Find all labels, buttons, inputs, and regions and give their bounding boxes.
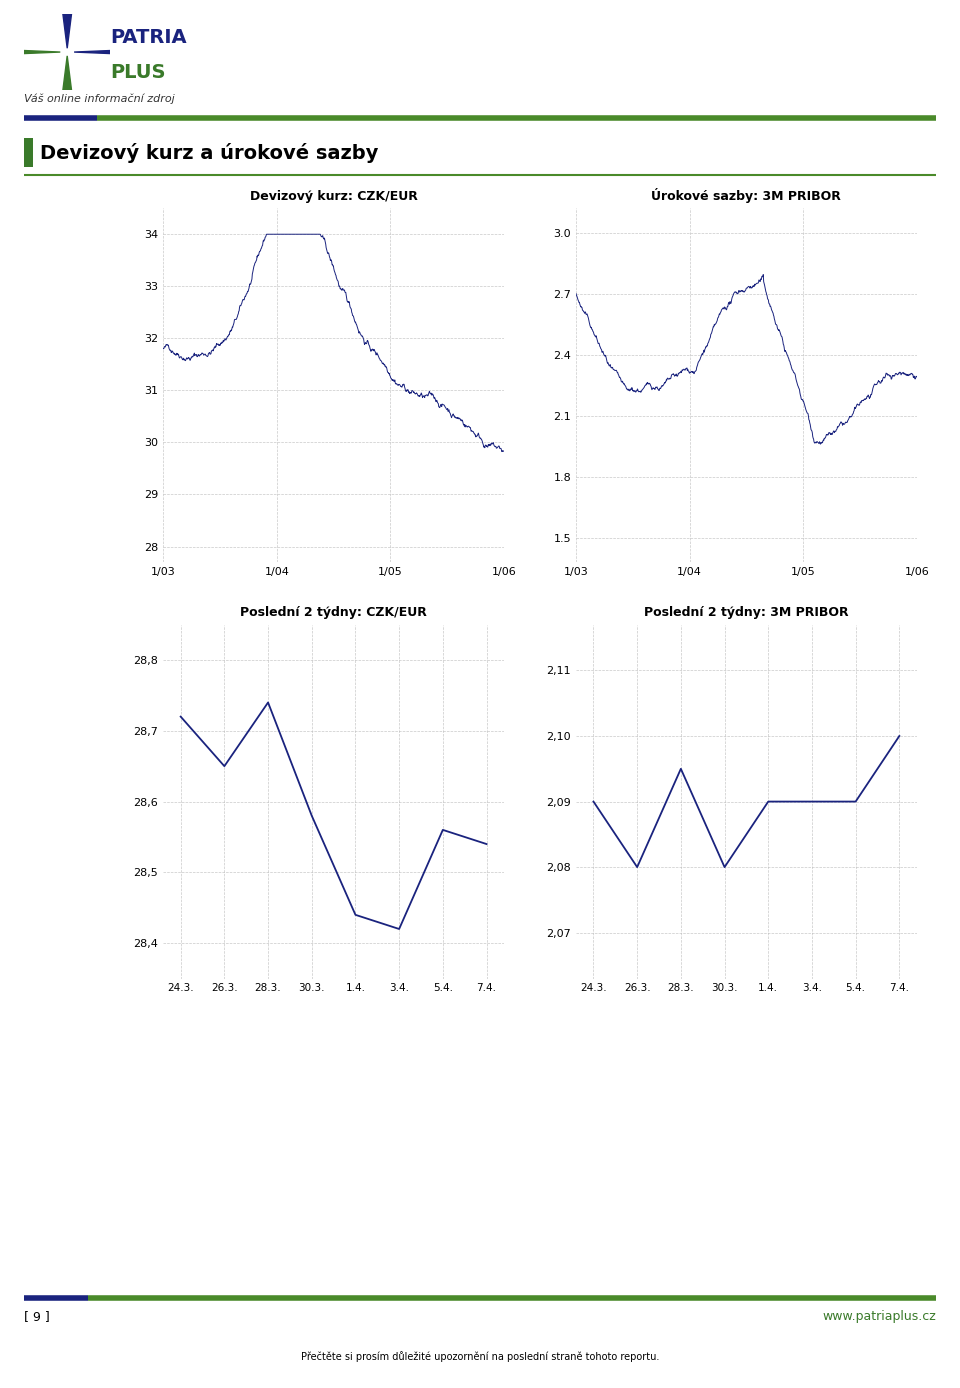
- Polygon shape: [62, 14, 71, 49]
- Text: www.patriaplus.cz: www.patriaplus.cz: [823, 1310, 936, 1323]
- Text: Devizový kurz a úrokové sazby: Devizový kurz a úrokové sazby: [40, 143, 379, 162]
- Title: Poslední 2 týdny: 3M PRIBOR: Poslední 2 týdny: 3M PRIBOR: [644, 607, 849, 619]
- Text: PATRIA: PATRIA: [110, 28, 187, 47]
- Text: PLUS: PLUS: [110, 62, 166, 82]
- Title: Poslední 2 týdny: CZK/EUR: Poslední 2 týdny: CZK/EUR: [240, 607, 427, 619]
- Polygon shape: [24, 50, 60, 54]
- Polygon shape: [74, 50, 110, 54]
- Text: Váš online informační zdroj: Váš online informační zdroj: [24, 93, 175, 104]
- Title: Devizový kurz: CZK/EUR: Devizový kurz: CZK/EUR: [250, 190, 418, 203]
- Text: [ 9 ]: [ 9 ]: [24, 1310, 50, 1323]
- Polygon shape: [62, 56, 71, 90]
- Text: Přečtěte si prosím důležité upozornění na poslední straně tohoto reportu.: Přečtěte si prosím důležité upozornění n…: [300, 1352, 660, 1362]
- Bar: [24, 137, 33, 167]
- Title: Úrokové sazby: 3M PRIBOR: Úrokové sazby: 3M PRIBOR: [652, 187, 841, 203]
